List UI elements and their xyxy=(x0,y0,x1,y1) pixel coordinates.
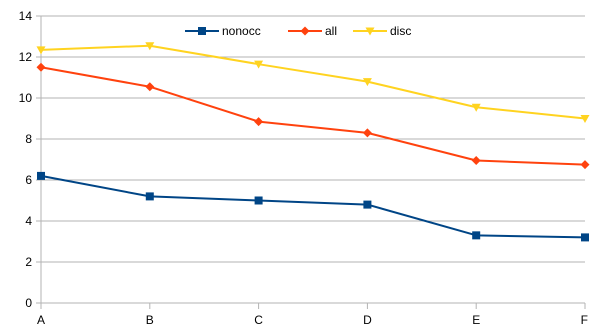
data-point-all xyxy=(471,156,481,166)
x-tick-label: B xyxy=(146,313,154,327)
data-point-all xyxy=(254,117,264,127)
legend-item-nonocc: nonocc xyxy=(185,24,261,38)
data-point-all xyxy=(145,82,155,92)
legend-marker-nonocc xyxy=(198,27,206,35)
y-tick-label: 8 xyxy=(25,132,32,146)
x-tick-label: F xyxy=(581,313,588,327)
legend-label-nonocc: nonocc xyxy=(222,24,261,38)
data-point-nonocc xyxy=(581,233,589,242)
data-point-nonocc xyxy=(37,171,45,180)
x-axis-ticks: A B C D E F xyxy=(37,303,588,327)
data-point-all xyxy=(362,128,372,138)
series-disc xyxy=(36,42,590,123)
series-all xyxy=(36,62,590,170)
data-point-disc xyxy=(254,60,264,69)
data-point-nonocc xyxy=(472,231,481,240)
legend: nonocc all disc xyxy=(185,24,411,38)
legend-label-all: all xyxy=(325,24,337,38)
y-tick-label: 12 xyxy=(19,50,33,64)
y-axis-ticks: 0 2 4 6 8 10 12 14 xyxy=(19,9,41,310)
series-line-all xyxy=(40,66,586,166)
series-layer xyxy=(36,42,590,242)
data-point-disc xyxy=(145,42,155,51)
y-tick-label: 10 xyxy=(19,91,33,105)
data-point-disc xyxy=(471,103,481,112)
data-point-all xyxy=(580,160,590,170)
data-point-nonocc xyxy=(363,200,372,209)
x-tick-label: C xyxy=(254,313,263,327)
y-tick-label: 0 xyxy=(25,296,32,310)
data-point-nonocc xyxy=(145,192,154,201)
legend-marker-disc xyxy=(365,27,375,36)
series-line-nonocc xyxy=(40,174,586,239)
y-tick-label: 6 xyxy=(25,173,32,187)
y-tick-label: 4 xyxy=(25,214,32,228)
x-tick-label: E xyxy=(472,313,480,327)
data-point-disc xyxy=(36,46,46,55)
data-point-all xyxy=(36,62,46,72)
legend-item-disc: disc xyxy=(353,24,411,38)
legend-marker-all xyxy=(300,26,310,36)
data-point-nonocc xyxy=(254,196,263,205)
y-tick-label: 2 xyxy=(25,255,32,269)
gridlines xyxy=(41,15,585,263)
series-line-disc xyxy=(40,44,586,120)
x-tick-label: D xyxy=(363,313,372,327)
series-nonocc xyxy=(37,171,589,242)
data-point-disc xyxy=(580,115,590,123)
legend-item-all: all xyxy=(288,24,337,38)
data-point-disc xyxy=(362,78,372,87)
x-tick-label: A xyxy=(37,313,45,327)
legend-label-disc: disc xyxy=(390,24,411,38)
y-tick-label: 14 xyxy=(19,9,33,23)
